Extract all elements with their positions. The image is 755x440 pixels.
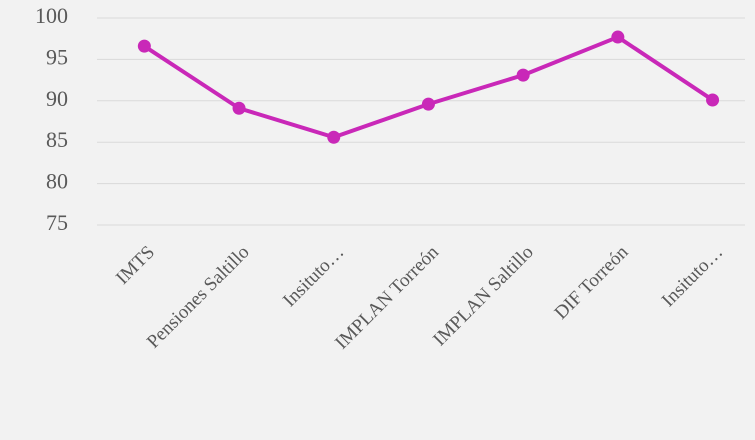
y-tick-label: 80 (46, 169, 68, 194)
point (327, 130, 341, 144)
x-tick-label: DIF Torreón (551, 241, 633, 323)
x-tick-label: Insituto… (658, 242, 727, 311)
x-tick-label: IMTS (112, 242, 159, 289)
point (421, 97, 435, 111)
x-tick-label: Insituto… (279, 242, 348, 311)
point (232, 101, 246, 115)
point (611, 30, 625, 44)
y-tick-label: 95 (46, 44, 68, 69)
point (706, 93, 720, 107)
point (137, 39, 151, 53)
y-tick-label: 85 (46, 127, 68, 152)
x-tick-label: IMPLAN Torreón (331, 241, 443, 353)
point (516, 68, 530, 82)
x-tick-label: IMPLAN Saltillo (429, 242, 538, 351)
y-tick-label: 100 (35, 3, 68, 28)
y-tick-label: 75 (46, 210, 68, 235)
y-tick-label: 90 (46, 86, 68, 111)
x-tick-label: Pensiones Saltillo (143, 242, 254, 353)
line (143, 35, 714, 140)
